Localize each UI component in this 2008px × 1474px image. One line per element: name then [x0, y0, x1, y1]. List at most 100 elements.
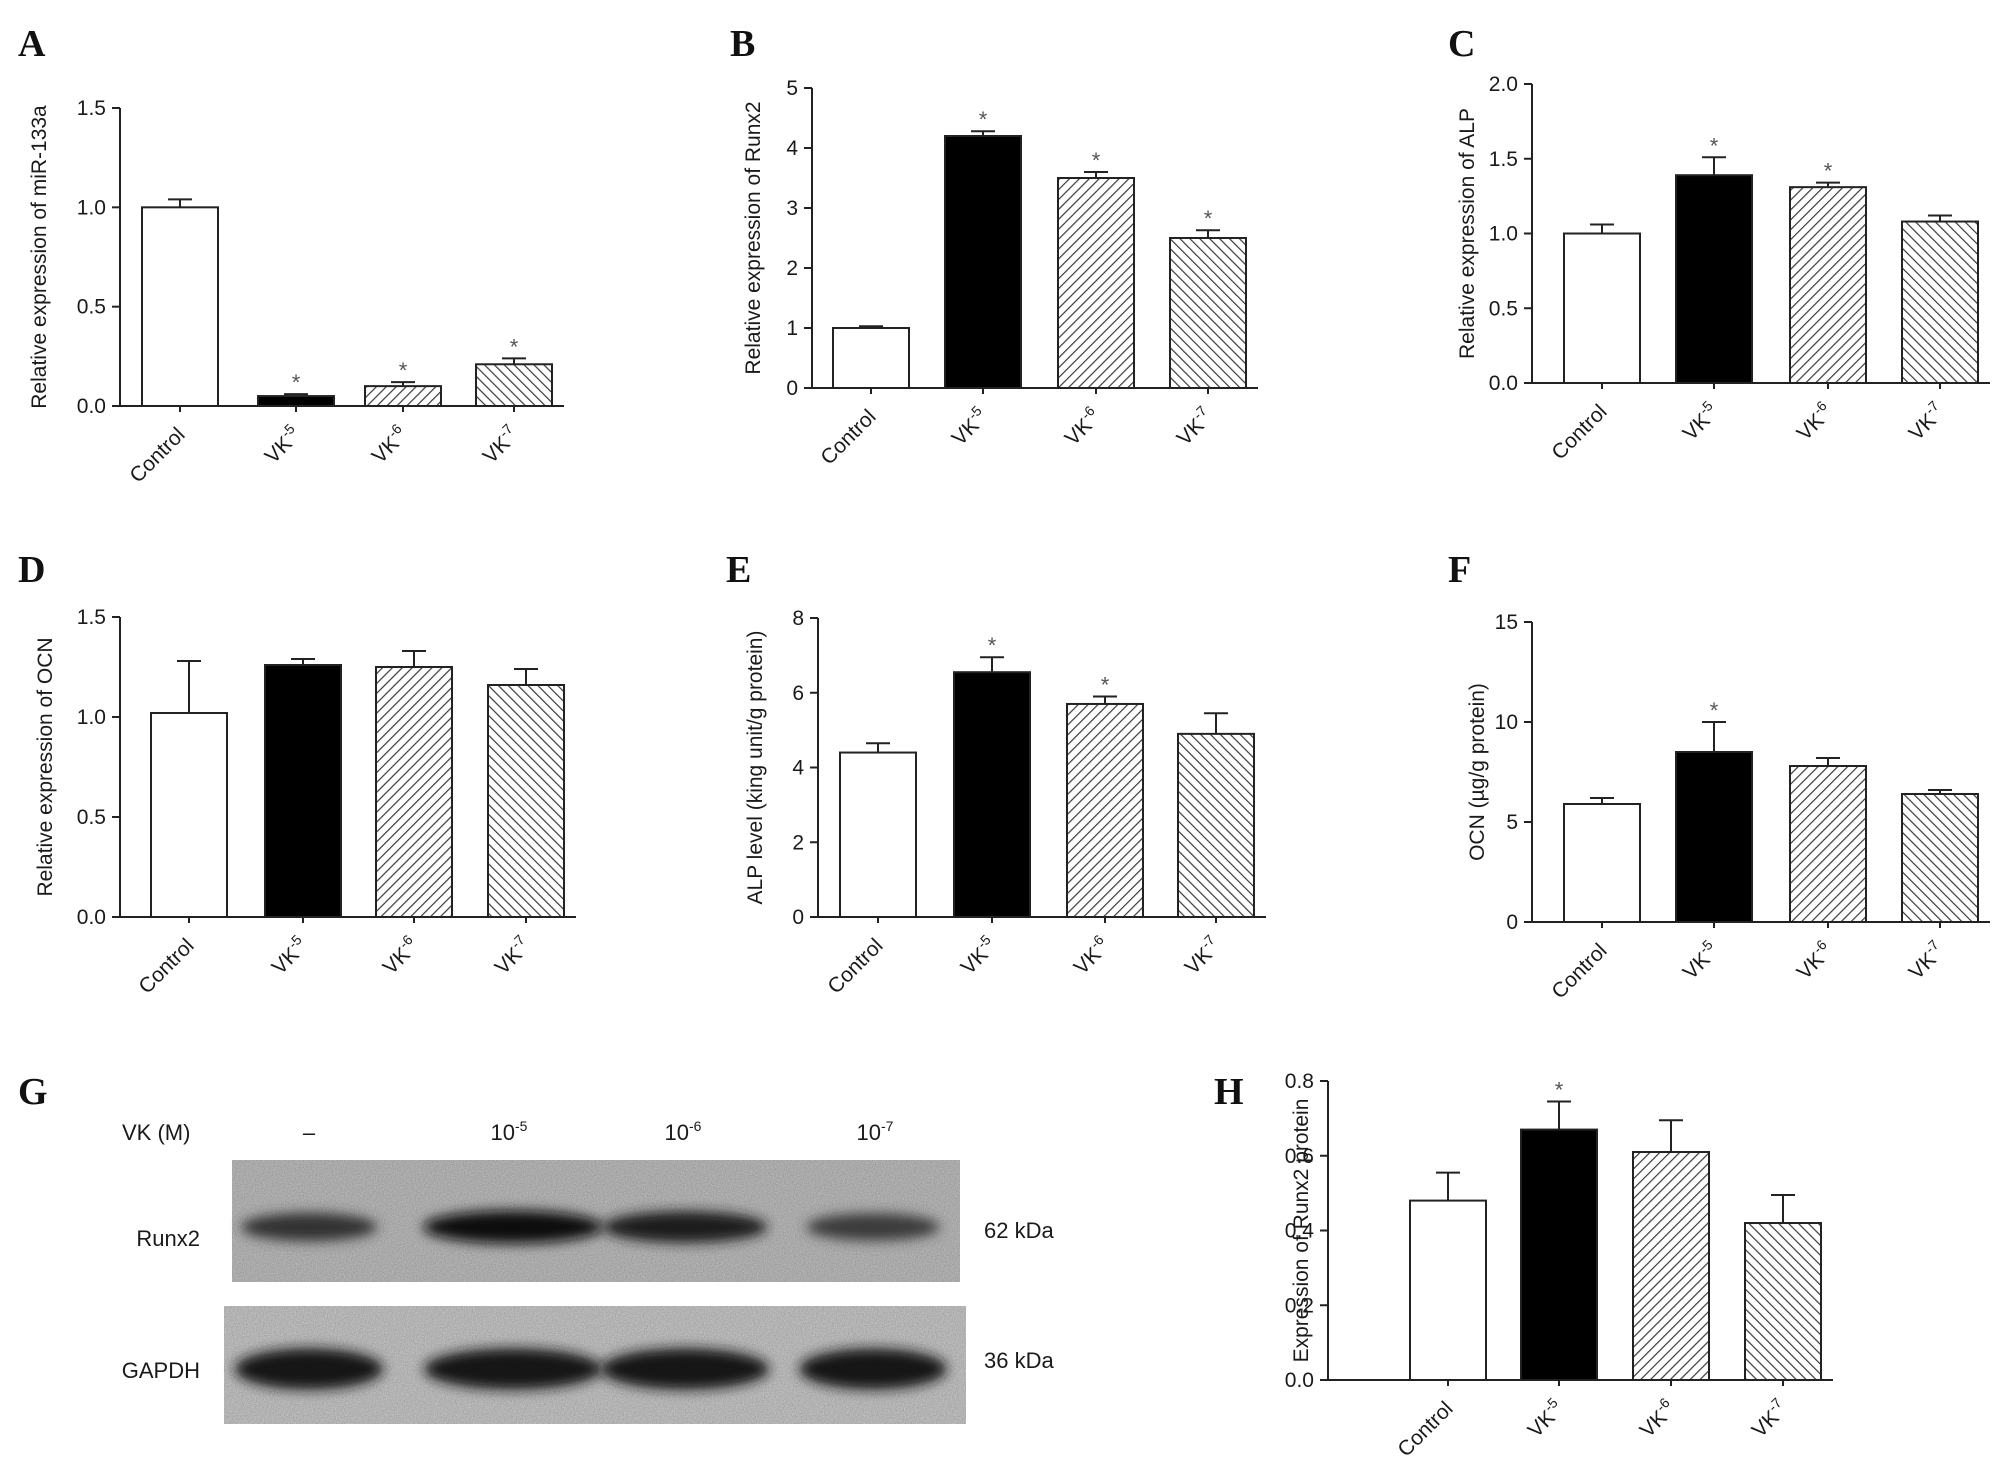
- x-category-label: VK-5: [1521, 1394, 1569, 1442]
- blot-lane-label: 10-6: [665, 1118, 702, 1145]
- bar-vk7: [475, 363, 553, 407]
- y-tick-label: 3: [786, 197, 798, 220]
- bar-control: [1563, 803, 1641, 923]
- x-category-label: Control: [816, 405, 880, 469]
- significance-star: *: [1204, 206, 1213, 231]
- blot-band: [234, 1348, 384, 1390]
- bar-control: [150, 712, 228, 918]
- significance-star: *: [1710, 133, 1719, 158]
- y-tick-label: 1: [786, 317, 798, 340]
- bar-vk5: [257, 395, 335, 408]
- y-tick-label: 0.0: [1285, 1369, 1314, 1392]
- x-category-label: VK-5: [954, 931, 1002, 979]
- x-category-label: VK-6: [1067, 931, 1115, 979]
- bar-vk5: [944, 135, 1022, 389]
- bar-control: [839, 751, 917, 918]
- blot-lane-label: –: [303, 1120, 316, 1145]
- x-category-label: VK-6: [1790, 936, 1838, 984]
- y-tick-label: 6: [792, 682, 804, 705]
- y-tick-label: 0.0: [77, 906, 106, 929]
- significance-star: *: [1824, 159, 1833, 184]
- y-tick-label: 1.5: [77, 97, 106, 120]
- bar-vk7: [1744, 1222, 1822, 1382]
- bar-vk5: [1675, 751, 1753, 923]
- x-category-label: Control: [1393, 1397, 1457, 1461]
- bar-chart-panel-f: F 0 5 10 15 OCN (µg/g protein) Control * VK-5 VK-…: [1448, 549, 1990, 1003]
- significance-star: *: [1555, 1078, 1564, 1103]
- y-tick-label: 0.2: [1285, 1294, 1314, 1317]
- blot-row-label: Runx2: [136, 1226, 200, 1251]
- bar-vk7: [1901, 793, 1979, 923]
- panel-letter: F: [1448, 549, 1471, 591]
- x-category-label: Control: [125, 423, 189, 487]
- y-axis-label: Expression of Runx2 protein: [1290, 1099, 1313, 1363]
- blot-band: [600, 1348, 770, 1390]
- bar-vk7: [1169, 237, 1247, 389]
- x-category-label: VK-6: [376, 931, 424, 979]
- blot-header-label: VK (M): [122, 1120, 190, 1145]
- x-category-label: VK-7: [488, 931, 536, 979]
- y-tick-label: 0.6: [1285, 1145, 1314, 1168]
- x-category-label: Control: [1547, 400, 1611, 464]
- bar-vk7: [487, 684, 565, 918]
- y-tick-label: 5: [786, 77, 798, 100]
- y-axis-label: Relative expression of Runx2: [742, 101, 765, 374]
- x-category-label: VK-7: [1170, 402, 1218, 450]
- y-tick-label: 0.5: [77, 296, 106, 319]
- y-tick-label: 0.4: [1285, 1220, 1315, 1243]
- y-tick-label: 2.0: [1489, 73, 1518, 96]
- blot-band: [240, 1212, 378, 1242]
- x-category-label: VK-6: [365, 420, 413, 468]
- bar-vk6: [375, 666, 453, 918]
- y-tick-label: 1.0: [77, 706, 106, 729]
- bar-chart-panel-c: C 0.0 0.5 1.0 1.5 2.0 Relative expression of A…: [1448, 23, 1990, 464]
- x-category-label: VK-5: [945, 402, 993, 450]
- y-tick-label: 0: [786, 377, 798, 400]
- blot-band: [423, 1348, 603, 1390]
- bar-control: [1409, 1199, 1487, 1381]
- bar-vk5: [953, 671, 1031, 918]
- significance-star: *: [1101, 672, 1110, 697]
- blot-lane-label: 10-5: [491, 1118, 528, 1145]
- blot-row-label: GAPDH: [122, 1358, 200, 1383]
- bar-control: [832, 327, 910, 389]
- significance-star: *: [1092, 148, 1101, 173]
- significance-star: *: [292, 370, 301, 395]
- bar-vk6: [1066, 702, 1144, 919]
- x-category-label: VK-5: [1676, 397, 1724, 445]
- panel-letter: D: [18, 549, 45, 591]
- significance-star: *: [1710, 698, 1719, 723]
- blot-band: [799, 1348, 947, 1390]
- bar-vk7: [1901, 220, 1979, 384]
- y-tick-label: 4: [792, 757, 804, 780]
- x-category-label: VK-6: [1058, 402, 1106, 450]
- y-tick-label: 1.0: [77, 196, 106, 219]
- y-tick-label: 0: [792, 906, 804, 929]
- y-tick-label: 0.5: [77, 806, 106, 829]
- blot-row-size: 36 kDa: [984, 1348, 1054, 1373]
- panel-letter: C: [1448, 23, 1475, 65]
- bar-chart-panel-a: A 0.0 0.5 1.0 1.5 Relative expression of miR-…: [18, 23, 564, 487]
- y-tick-label: 0.5: [1489, 297, 1518, 320]
- x-category-label: VK-7: [476, 420, 524, 468]
- x-category-label: Control: [823, 934, 887, 998]
- bar-vk6: [1789, 765, 1867, 923]
- bar-vk7: [1177, 732, 1255, 918]
- x-category-label: VK-6: [1633, 1394, 1681, 1442]
- x-category-label: VK-7: [1745, 1394, 1793, 1442]
- x-category-label: VK-7: [1902, 397, 1950, 445]
- bar-chart-panel-h: H 0.0 0.2 0.4 0.6 0.8 Expression of Runx2 prot…: [1214, 1070, 1833, 1461]
- blot-band: [423, 1210, 603, 1244]
- y-tick-label: 4: [786, 137, 798, 160]
- x-category-label: VK-5: [258, 420, 306, 468]
- x-category-label: Control: [1547, 939, 1611, 1003]
- y-tick-label: 1.0: [1489, 223, 1518, 246]
- y-tick-label: 1.5: [77, 606, 106, 629]
- significance-star: *: [988, 633, 997, 658]
- x-category-label: VK-7: [1902, 936, 1950, 984]
- y-tick-label: 0: [1506, 911, 1518, 934]
- y-axis-label: ALP level (king unit/g protein): [744, 631, 767, 905]
- x-category-label: VK-5: [1676, 936, 1724, 984]
- western-blot-panel: G VK (M) – 10-5 10-6 10-7 Runx2 62 kDa GAPDH 36 k…: [18, 1071, 1054, 1424]
